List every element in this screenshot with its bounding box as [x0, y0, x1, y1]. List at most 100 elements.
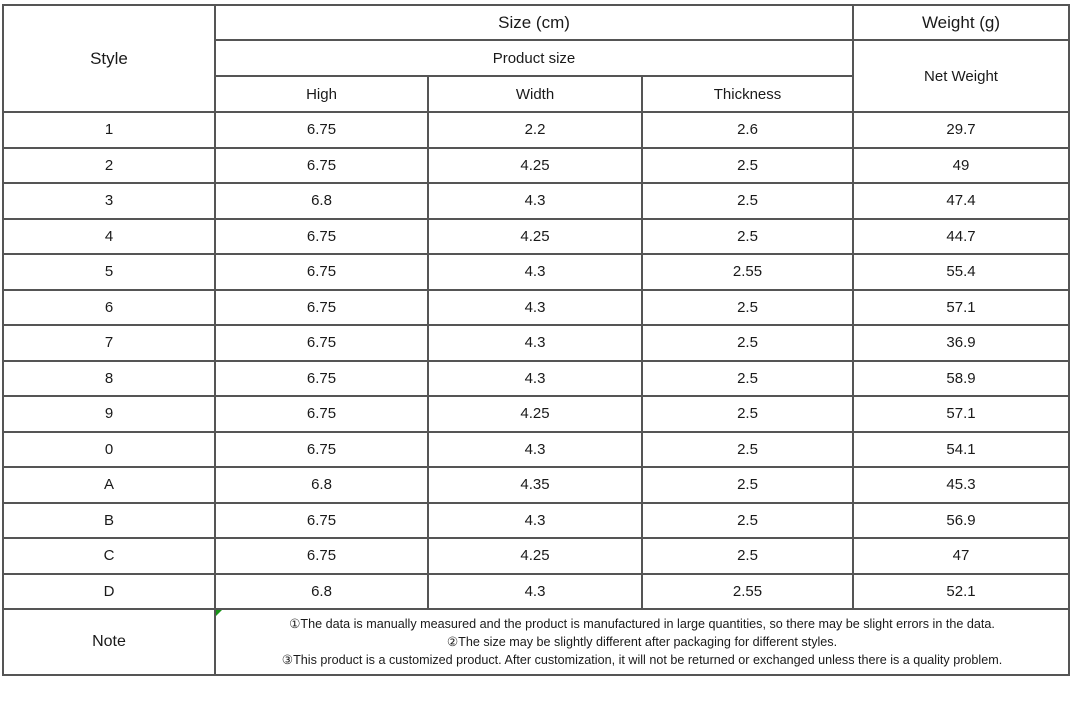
thickness-cell: 2.5	[641, 182, 854, 220]
net-weight-cell: 54.1	[852, 430, 1070, 468]
thickness-cell: 2.5	[641, 501, 854, 539]
table-row: 7 6.75 4.3 2.5 36.9	[2, 324, 1070, 362]
table-row: D 6.8 4.3 2.55 52.1	[2, 572, 1070, 610]
net-weight-cell: 56.9	[852, 501, 1070, 539]
net-weight-cell: 36.9	[852, 324, 1070, 362]
width-cell: 4.3	[427, 359, 643, 397]
style-cell: 2	[2, 146, 216, 184]
table-row: 0 6.75 4.3 2.5 54.1	[2, 430, 1070, 468]
thickness-cell: 2.5	[641, 359, 854, 397]
width-cell: 4.35	[427, 466, 643, 504]
width-cell: 4.25	[427, 217, 643, 255]
thickness-cell: 2.5	[641, 466, 854, 504]
header-row-product-size: Product size Net Weight	[3, 39, 1070, 113]
table-row: 6 6.75 4.3 2.5 57.1	[2, 288, 1070, 326]
net-weight-header: Net Weight	[852, 39, 1070, 113]
net-weight-cell: 44.7	[852, 217, 1070, 255]
thickness-cell: 2.5	[641, 430, 854, 468]
high-cell: 6.8	[214, 182, 429, 220]
table-row: 1 6.75 2.2 2.6 29.7	[2, 111, 1070, 149]
high-cell: 6.75	[214, 253, 429, 291]
note-label-cell: Note	[2, 608, 216, 676]
style-cell: 4	[2, 217, 216, 255]
table-row: 4 6.75 4.25 2.5 44.7	[2, 217, 1070, 255]
spec-sheet: Style Size (cm) Weight (g) Product size …	[2, 4, 1070, 676]
net-weight-cell: 29.7	[852, 111, 1070, 149]
table-row: 3 6.8 4.3 2.5 47.4	[2, 182, 1070, 220]
product-size-header: Product size	[214, 39, 854, 77]
width-header: Width	[427, 75, 643, 113]
note-content-cell: ①The data is manually measured and the p…	[214, 608, 1070, 676]
high-cell: 6.75	[214, 395, 429, 433]
size-group-header: Size (cm)	[214, 4, 854, 41]
note-row: Note ①The data is manually measured and …	[2, 608, 1070, 676]
style-cell: 6	[2, 288, 216, 326]
thickness-cell: 2.55	[641, 253, 854, 291]
table-header: Style Size (cm) Weight (g) Product size …	[2, 4, 1070, 113]
thickness-cell: 2.55	[641, 572, 854, 610]
width-cell: 2.2	[427, 111, 643, 149]
width-cell: 4.3	[427, 253, 643, 291]
width-cell: 4.3	[427, 501, 643, 539]
table-row: A 6.8 4.35 2.5 45.3	[2, 466, 1070, 504]
net-weight-cell: 45.3	[852, 466, 1070, 504]
high-cell: 6.75	[214, 359, 429, 397]
net-weight-cell: 57.1	[852, 395, 1070, 433]
style-cell: 1	[2, 111, 216, 149]
width-cell: 4.25	[427, 537, 643, 575]
style-cell: D	[2, 572, 216, 610]
style-cell: 3	[2, 182, 216, 220]
width-cell: 4.3	[427, 288, 643, 326]
net-weight-cell: 47	[852, 537, 1070, 575]
style-cell: 7	[2, 324, 216, 362]
width-cell: 4.3	[427, 324, 643, 362]
style-cell: A	[2, 466, 216, 504]
high-cell: 6.75	[214, 324, 429, 362]
style-header: Style	[2, 4, 216, 113]
table-row: 9 6.75 4.25 2.5 57.1	[2, 395, 1070, 433]
style-cell: 9	[2, 395, 216, 433]
high-cell: 6.75	[214, 537, 429, 575]
thickness-cell: 2.5	[641, 146, 854, 184]
high-header: High	[214, 75, 429, 113]
thickness-cell: 2.5	[641, 395, 854, 433]
header-row-groups: Style Size (cm) Weight (g)	[2, 4, 1070, 113]
high-cell: 6.75	[214, 111, 429, 149]
table-row: 8 6.75 4.3 2.5 58.9	[2, 359, 1070, 397]
width-cell: 4.25	[427, 146, 643, 184]
thickness-cell: 2.5	[641, 288, 854, 326]
style-cell: C	[2, 537, 216, 575]
net-weight-cell: 47.4	[852, 182, 1070, 220]
high-cell: 6.75	[214, 217, 429, 255]
style-cell: 5	[2, 253, 216, 291]
thickness-cell: 2.5	[641, 324, 854, 362]
width-cell: 4.25	[427, 395, 643, 433]
table-body: 1 6.75 2.2 2.6 29.7 2 6.75 4.25 2.5 49 3…	[2, 111, 1070, 676]
thickness-cell: 2.5	[641, 537, 854, 575]
high-cell: 6.75	[214, 501, 429, 539]
net-weight-cell: 49	[852, 146, 1070, 184]
style-cell: 8	[2, 359, 216, 397]
thickness-header: Thickness	[641, 75, 854, 113]
product-spec-table: Style Size (cm) Weight (g) Product size …	[2, 4, 1070, 676]
net-weight-cell: 58.9	[852, 359, 1070, 397]
net-weight-cell: 55.4	[852, 253, 1070, 291]
note-line-1: ①The data is manually measured and the p…	[289, 617, 995, 631]
high-cell: 6.75	[214, 146, 429, 184]
thickness-cell: 2.6	[641, 111, 854, 149]
note-line-2: ②The size may be slightly different afte…	[446, 635, 838, 649]
table-row: C 6.75 4.25 2.5 47	[2, 537, 1070, 575]
high-cell: 6.75	[214, 430, 429, 468]
high-cell: 6.8	[214, 572, 429, 610]
style-cell: B	[2, 501, 216, 539]
high-cell: 6.75	[214, 288, 429, 326]
net-weight-cell: 52.1	[852, 572, 1070, 610]
net-weight-cell: 57.1	[852, 288, 1070, 326]
table-row: 5 6.75 4.3 2.55 55.4	[2, 253, 1070, 291]
table-row: 2 6.75 4.25 2.5 49	[2, 146, 1070, 184]
weight-group-header: Weight (g)	[852, 4, 1070, 41]
width-cell: 4.3	[427, 572, 643, 610]
header-row-dimensions: High Width Thickness	[3, 75, 1069, 113]
note-line-3: ③This product is a customized product. A…	[281, 653, 1003, 667]
width-cell: 4.3	[427, 430, 643, 468]
